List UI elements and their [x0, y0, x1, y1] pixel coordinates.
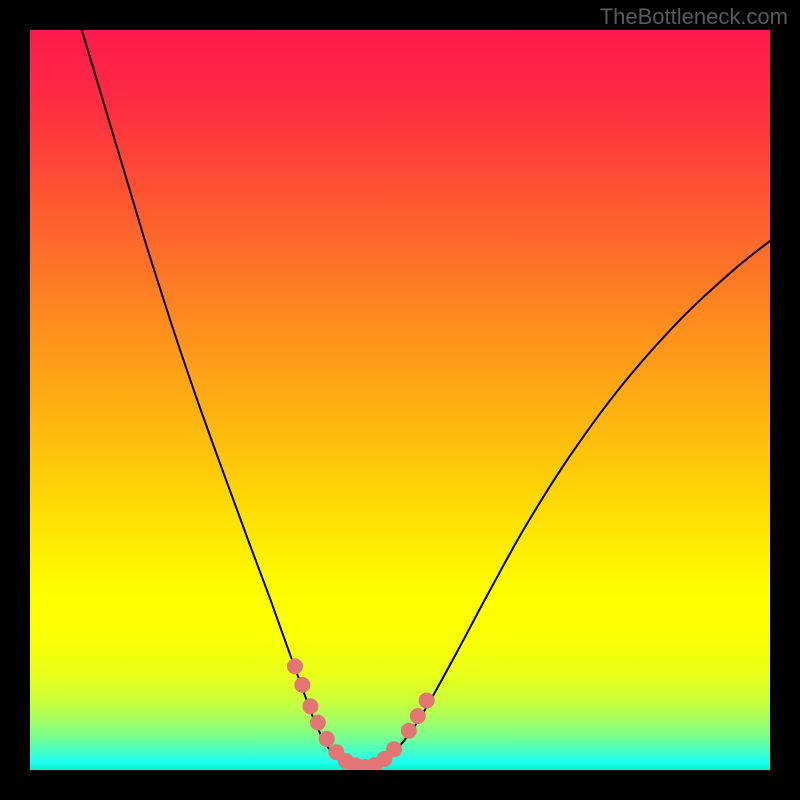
bottleneck-chart: [0, 0, 800, 800]
emphasis-marker: [302, 698, 318, 714]
emphasis-marker: [419, 692, 435, 708]
emphasis-marker: [386, 741, 402, 757]
emphasis-marker: [401, 723, 417, 739]
watermark-text: TheBottleneck.com: [600, 4, 788, 30]
emphasis-marker: [294, 677, 310, 693]
emphasis-marker: [310, 715, 326, 731]
emphasis-marker: [287, 658, 303, 674]
emphasis-marker: [410, 708, 426, 724]
emphasis-marker: [319, 731, 335, 747]
gradient-background: [30, 30, 770, 770]
